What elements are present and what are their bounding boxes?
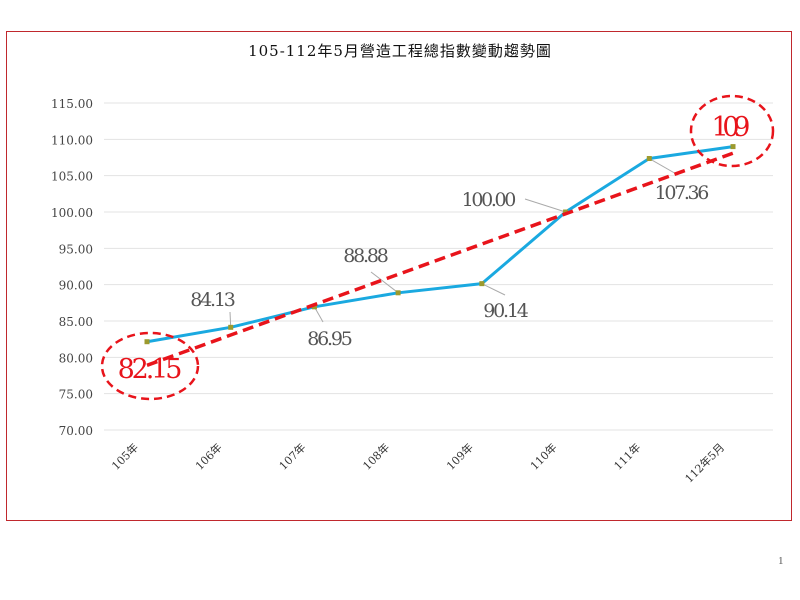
leader-line <box>229 311 232 328</box>
highlight-annotations <box>100 94 775 401</box>
data-point-marker <box>730 144 736 150</box>
y-tick-label: 115.00 <box>51 97 93 111</box>
y-tick-label: 70.00 <box>59 424 93 438</box>
data-label: 84.13 <box>190 289 236 311</box>
x-tick-label: 106年 <box>192 440 225 473</box>
data-labels: 82.15 84.13 86.95 88.88 90.14 100.00 107.36 109 <box>118 112 751 385</box>
y-tick-label: 95.00 <box>59 242 93 256</box>
chart-title: 105-112年5月營造工程總指數變動趨勢圖 <box>248 42 552 60</box>
data-point-marker <box>646 156 652 162</box>
highlight-ellipse-end <box>689 94 775 168</box>
label-leader-lines <box>229 158 679 328</box>
data-label: 88.88 <box>343 245 389 267</box>
data-series <box>144 144 736 345</box>
data-point-marker <box>311 304 317 310</box>
y-axis-labels: 115.00 110.00 105.00 100.00 95.00 90.00 85.00 8… <box>51 97 93 438</box>
leader-line <box>313 306 324 323</box>
x-tick-label: 110年 <box>527 440 560 473</box>
x-tick-label: 105年 <box>109 440 142 473</box>
page-number: 1 <box>778 555 784 567</box>
y-tick-label: 80.00 <box>59 351 93 365</box>
highlighted-data-label: 82.15 <box>118 354 183 385</box>
data-label: 100.00 <box>462 189 517 211</box>
highlight-ellipse-start <box>100 331 200 401</box>
y-tick-label: 105.00 <box>51 170 93 184</box>
data-label: 90.14 <box>483 300 529 322</box>
index-line <box>146 145 734 344</box>
leader-line <box>649 158 679 176</box>
slide-frame <box>6 31 792 521</box>
y-tick-label: 85.00 <box>59 315 93 329</box>
x-tick-label: 111年 <box>611 440 644 473</box>
y-tick-label: 75.00 <box>59 388 93 402</box>
x-tick-label: 108年 <box>360 440 393 473</box>
data-point-marker <box>479 281 485 287</box>
data-label: 107.36 <box>655 182 710 204</box>
y-gridlines <box>104 102 773 431</box>
highlighted-data-label: 109 <box>712 112 751 143</box>
y-tick-label: 100.00 <box>51 206 93 220</box>
trendline <box>146 151 734 367</box>
y-tick-label: 90.00 <box>59 279 93 293</box>
data-point-marker <box>395 290 401 296</box>
leader-line <box>481 283 506 296</box>
data-point-marker <box>144 339 150 345</box>
trendline-dashed <box>146 151 734 367</box>
data-label: 86.95 <box>307 328 353 350</box>
leader-line <box>370 271 399 294</box>
x-tick-label: 109年 <box>443 440 476 473</box>
x-axis-labels: 105年 106年 107年 108年 109年 110年 111年 112年5月 <box>109 440 728 485</box>
y-tick-label: 110.00 <box>51 133 93 147</box>
data-point-marker <box>228 324 234 330</box>
leader-line <box>524 198 566 213</box>
x-tick-label: 107年 <box>276 440 309 473</box>
x-tick-label: 112年5月 <box>682 440 727 485</box>
